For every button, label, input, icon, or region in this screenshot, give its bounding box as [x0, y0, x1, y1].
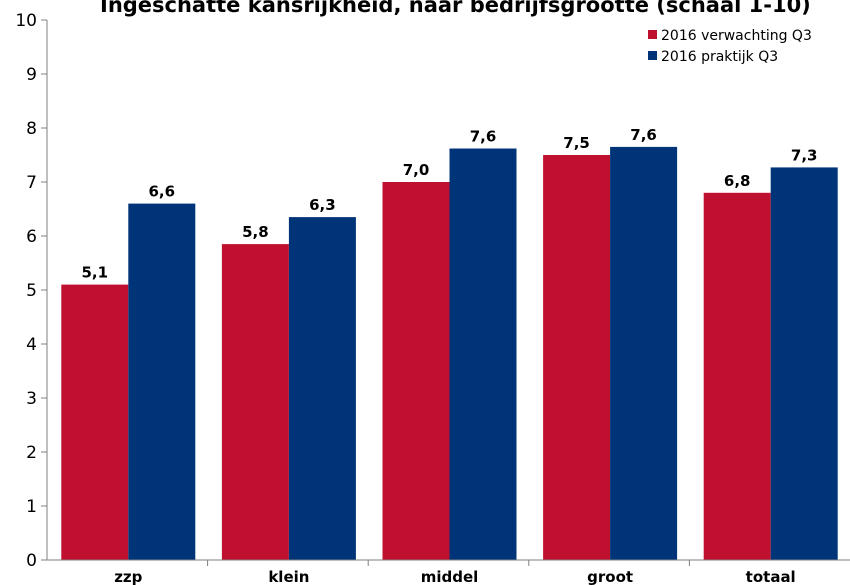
data-label: 6,8 [724, 172, 751, 190]
y-tick-label: 0 [26, 551, 37, 571]
y-tick-label: 9 [26, 65, 37, 85]
data-label: 7,0 [403, 161, 430, 179]
bar [449, 148, 517, 560]
legend-label: 2016 praktijk Q3 [661, 49, 778, 65]
x-tick-label: klein [268, 568, 309, 585]
y-tick-label: 8 [26, 119, 37, 139]
legend-swatch [648, 51, 657, 60]
legend-swatch [648, 30, 657, 39]
x-tick-label: zzp [114, 568, 142, 585]
x-tick-label: groot [587, 568, 633, 585]
y-tick-label: 3 [26, 389, 37, 409]
bar [382, 182, 450, 560]
data-label: 7,5 [563, 134, 590, 152]
data-label: 7,6 [630, 126, 657, 144]
bar [221, 244, 289, 560]
data-label: 5,1 [82, 264, 109, 282]
y-tick-label: 7 [26, 173, 37, 193]
bar [128, 203, 196, 560]
x-tick-label: totaal [746, 568, 796, 585]
data-label: 6,3 [309, 196, 336, 214]
y-tick-label: 6 [26, 227, 37, 247]
bar [543, 155, 611, 560]
y-axis: 0 1 2 3 4 5 6 7 8 9 10 [15, 11, 48, 571]
x-tick-label: middel [421, 568, 479, 585]
bar [610, 146, 678, 560]
legend-label: 2016 verwachting Q3 [661, 28, 812, 44]
y-tick-label: 2 [26, 443, 37, 463]
bar [770, 167, 838, 561]
chart-title: Ingeschatte kansrijkheid, naar bedrijfsg… [100, 0, 811, 17]
data-label: 7,3 [791, 146, 818, 164]
y-tick-label: 10 [15, 11, 37, 31]
data-label: 6,6 [149, 183, 176, 201]
data-label: 7,6 [470, 128, 497, 146]
bars: 5,1 6,6 5,8 6,3 7,0 7,6 7,5 7,6 6,8 7,3 [61, 126, 838, 561]
legend: 2016 verwachting Q3 2016 praktijk Q3 [648, 28, 812, 65]
y-tick-label: 5 [26, 281, 37, 301]
bar [61, 284, 129, 560]
y-tick-label: 1 [26, 497, 37, 517]
y-tick-label: 4 [26, 335, 37, 355]
bar [703, 192, 771, 561]
x-axis: zzp klein middel groot totaal [47, 559, 850, 585]
data-label: 5,8 [242, 223, 269, 241]
bar [288, 217, 356, 560]
